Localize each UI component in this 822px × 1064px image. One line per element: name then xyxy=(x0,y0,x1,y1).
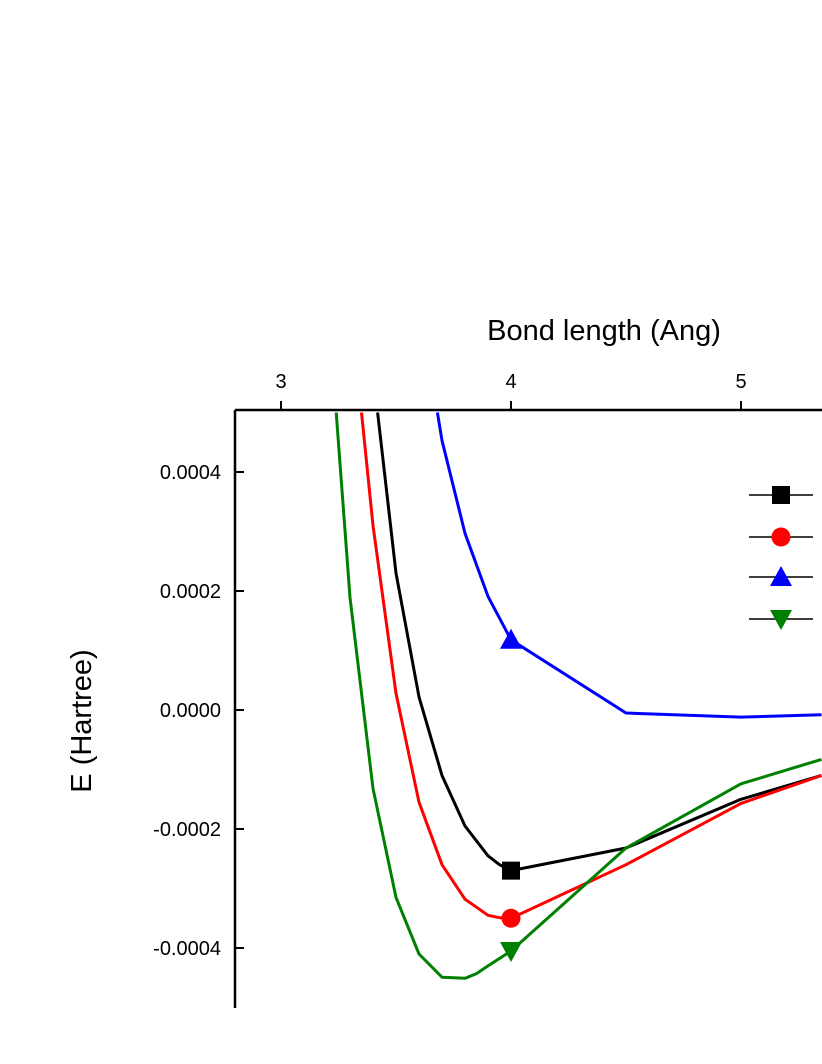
series-3-marker xyxy=(500,628,522,649)
legend-marker-4 xyxy=(770,610,792,630)
y-tick-label: -0.0002 xyxy=(153,819,221,841)
series-2-line xyxy=(360,412,822,920)
legend xyxy=(749,486,813,630)
legend-marker-1 xyxy=(772,486,790,504)
series-2-marker xyxy=(501,908,521,928)
y-axis-title: E (Hartree) xyxy=(66,649,98,792)
y-tick-label: 0.0004 xyxy=(160,462,221,484)
series-3-line xyxy=(435,412,822,719)
legend-entry-1 xyxy=(749,486,813,504)
legend-entry-3 xyxy=(749,566,813,586)
x-tick-label: 5 xyxy=(735,371,746,393)
series-1-marker xyxy=(502,861,520,880)
x-tick-label: 3 xyxy=(275,371,286,393)
x-axis-title: Bond length (Ang) xyxy=(487,315,721,347)
series-1-line xyxy=(376,412,822,873)
series-4-marker xyxy=(500,941,522,962)
y-tick-label: 0.0000 xyxy=(160,700,221,722)
legend-entry-4 xyxy=(749,610,813,630)
series-4-line xyxy=(334,412,822,980)
legend-entry-2 xyxy=(749,527,813,547)
legend-marker-2 xyxy=(771,527,791,547)
y-tick-label: -0.0004 xyxy=(153,938,221,960)
x-tick-label: 4 xyxy=(505,371,516,393)
y-tick-label: 0.0002 xyxy=(160,581,221,603)
legend-marker-3 xyxy=(770,566,792,586)
